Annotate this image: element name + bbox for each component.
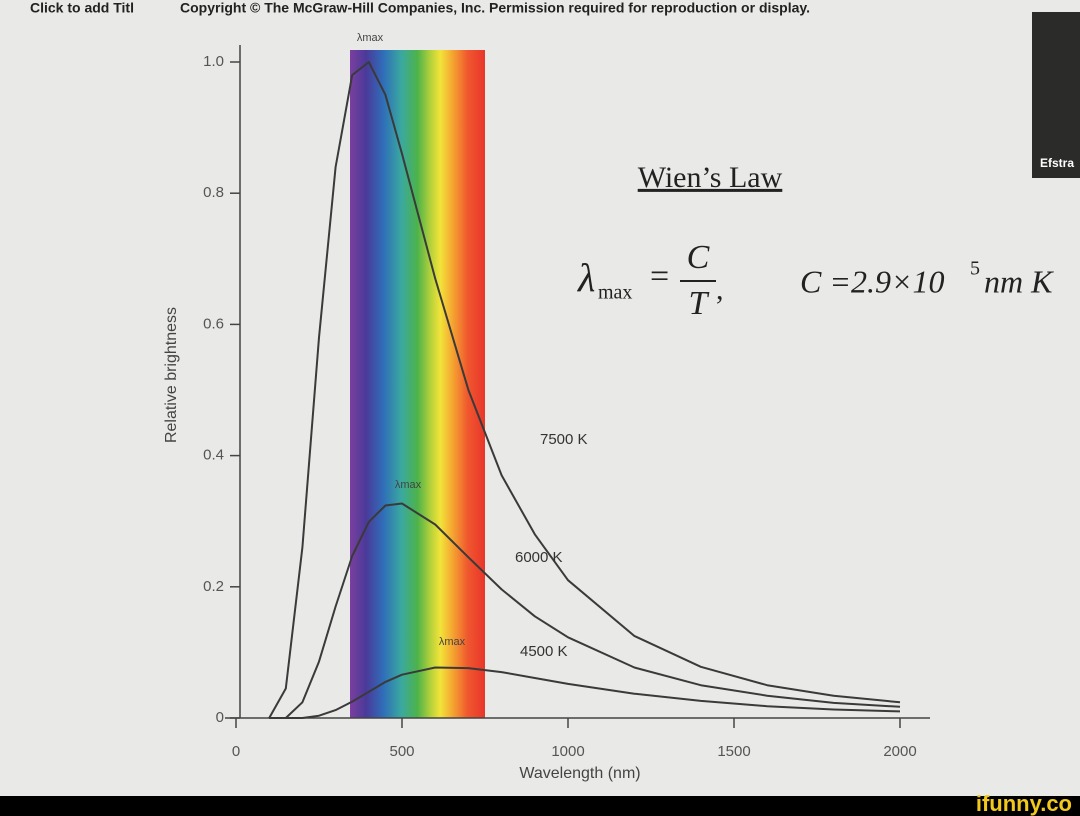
x-tick-label: 500 xyxy=(389,743,414,760)
wien-formula: Wien’s Law λ max = C T , C =2.9×10 5 nm … xyxy=(577,161,1054,322)
x-tick-label: 0 xyxy=(232,743,240,760)
lambda: λ xyxy=(577,255,595,300)
y-tick-label: 1.0 xyxy=(203,53,224,70)
webcam-name: Efstra xyxy=(1040,156,1074,170)
y-axis-label: Relative brightness xyxy=(163,307,180,443)
title-placeholder[interactable]: Click to add Titl xyxy=(30,0,134,16)
constant: C =2.9×10 xyxy=(800,263,945,299)
curve xyxy=(268,61,901,719)
x-tick-label: 1000 xyxy=(551,743,584,760)
y-tick-label: 0.4 xyxy=(203,447,224,464)
formula-title: Wien’s Law xyxy=(638,161,783,194)
equals: = xyxy=(650,258,669,295)
denominator: T xyxy=(689,285,710,322)
peak-label: λmax xyxy=(439,636,466,648)
comma: , xyxy=(716,273,724,306)
x-tick-label: 2000 xyxy=(883,743,916,760)
watermark: ifunny.co xyxy=(976,791,1072,816)
copyright: Copyright © The McGraw-Hill Companies, I… xyxy=(180,0,810,16)
webcam xyxy=(1032,12,1080,178)
unit: nm K xyxy=(984,263,1054,299)
curve-label: 6000 K xyxy=(515,549,563,566)
curve xyxy=(269,502,901,719)
peak-label: λmax xyxy=(357,32,384,44)
curve-label: 4500 K xyxy=(520,643,568,660)
footer-strip xyxy=(0,796,1080,816)
y-tick-label: 0 xyxy=(216,709,224,726)
y-tick-label: 0.6 xyxy=(203,315,224,332)
curve-label: 7500 K xyxy=(540,431,588,448)
curve xyxy=(269,666,901,719)
y-tick-label: 0.2 xyxy=(203,578,224,595)
numerator: C xyxy=(687,239,710,276)
x-tick-label: 1500 xyxy=(717,743,750,760)
y-tick-label: 0.8 xyxy=(203,184,224,201)
lambda-sub: max xyxy=(598,282,632,304)
exponent: 5 xyxy=(970,258,980,280)
x-axis-label: Wavelength (nm) xyxy=(519,765,640,782)
visible-spectrum xyxy=(350,50,485,718)
peak-label: λmax xyxy=(395,479,422,491)
